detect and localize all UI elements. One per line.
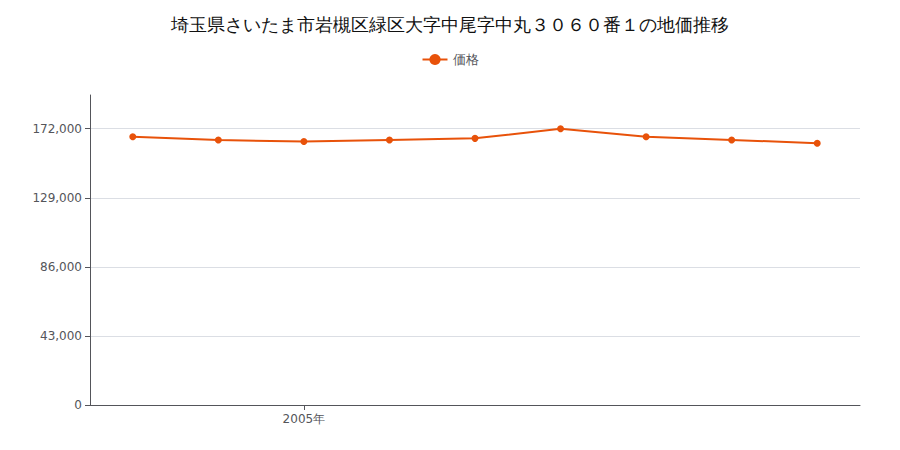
svg-text:43,000: 43,000 [40,329,82,343]
svg-text:129,000: 129,000 [32,191,82,205]
svg-text:86,000: 86,000 [40,260,82,274]
svg-text:0: 0 [74,398,82,412]
svg-text:埼玉県さいたま市岩槻区緑区大字中尾字中丸３０６０番１の地価推: 埼玉県さいたま市岩槻区緑区大字中尾字中丸３０６０番１の地価推移 [170,14,729,35]
svg-text:2005年: 2005年 [283,412,326,426]
svg-text:価格: 価格 [453,52,479,67]
svg-text:172,000: 172,000 [32,122,82,136]
